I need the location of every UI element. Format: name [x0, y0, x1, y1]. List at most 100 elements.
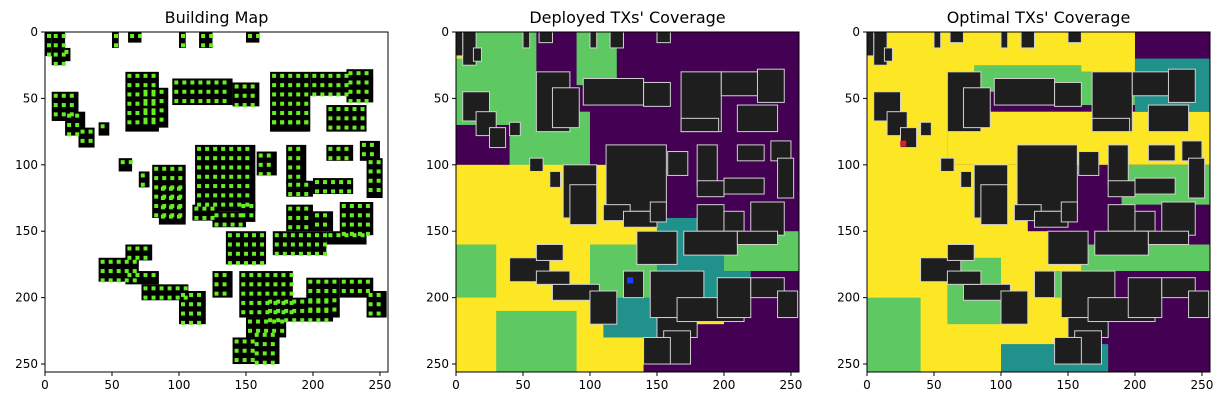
tx-candidate-point [365, 203, 370, 208]
tx-candidate-point [201, 43, 206, 48]
tx-candidate-point [296, 174, 301, 179]
tx-candidate-point [160, 214, 165, 219]
tx-candidate-point [227, 242, 232, 247]
tx-candidate-point [132, 259, 137, 264]
tx-candidate-point [288, 165, 293, 170]
y-tick-label: 250 [837, 357, 860, 371]
tx-candidate-point [197, 292, 202, 297]
tx-candidate-point [316, 279, 321, 284]
building [98, 122, 110, 136]
tx-candidate-point [214, 291, 219, 296]
building [1033, 270, 1056, 299]
tx-candidate-point [197, 146, 202, 151]
tx-candidate-point [320, 73, 325, 78]
tx-candidate-point [256, 328, 261, 333]
tx-candidate-point [324, 307, 329, 312]
tx-candidate-point [198, 99, 203, 104]
building [756, 68, 785, 103]
tx-candidate-point [61, 33, 66, 38]
tx-candidate-point [357, 222, 362, 227]
x-tick-label: 100 [168, 378, 191, 392]
tx-candidate-point [254, 332, 259, 337]
tx-candidate-point [314, 233, 319, 238]
tx-candidate-point [274, 251, 279, 256]
tx-candidate-point [314, 180, 319, 185]
tx-candidate-point [182, 80, 187, 85]
tx-candidate-point [67, 113, 72, 118]
building [716, 277, 752, 319]
tx-candidate-point [213, 202, 218, 207]
building [750, 277, 785, 299]
tx-candidate-point [151, 111, 156, 116]
tx-candidate-point [243, 242, 248, 247]
tx-candidate-point [273, 310, 278, 315]
tx-candidate-point [214, 282, 219, 287]
tx-candidate-point [264, 319, 269, 324]
tx-candidate-point [298, 233, 303, 238]
tx-candidate-point [262, 332, 267, 337]
tx-candidate-point [234, 84, 239, 89]
building [1147, 144, 1176, 162]
building [195, 144, 256, 212]
tx-candidate-point [245, 202, 250, 207]
building [1078, 151, 1100, 176]
tx-candidate-point [336, 146, 341, 151]
building [622, 270, 645, 299]
tx-candidate-point [124, 278, 129, 283]
tx-candidate-point [241, 300, 246, 305]
tx-candidate-point [135, 246, 140, 251]
tx-candidate-point [328, 83, 333, 88]
tx-candidate-point [241, 273, 246, 278]
tx-candidate-point [360, 233, 365, 238]
tx-candidate-point [61, 93, 66, 98]
tx-candidate-point [376, 292, 381, 297]
tx-candidate-point [127, 255, 132, 260]
tx-candidate-point [205, 156, 210, 161]
tx-candidate-point [272, 73, 277, 78]
tx-candidate-point [252, 261, 257, 266]
tx-candidate-point [284, 299, 289, 304]
tx-candidate-point [260, 242, 265, 247]
tx-candidate-point [245, 146, 250, 151]
tx-candidate-point [252, 251, 257, 256]
tx-candidate-point [114, 33, 119, 38]
tx-candidate-point [268, 299, 273, 304]
tx-candidate-point [281, 273, 286, 278]
tx-candidate-point [344, 83, 349, 88]
tx-candidate-point [194, 215, 199, 220]
tx-candidate-point [194, 206, 199, 211]
tx-candidate-point [266, 153, 271, 158]
tx-candidate-point [323, 251, 328, 256]
building [128, 32, 142, 43]
tx-candidate-point [197, 184, 202, 189]
tx-candidate-point [344, 156, 349, 161]
building [933, 32, 942, 49]
tx-marker [627, 277, 634, 284]
tx-candidate-point [344, 107, 349, 112]
tx-candidate-point [127, 120, 132, 125]
building [245, 32, 260, 43]
tx-candidate-point [140, 173, 145, 178]
x-tick-label: 200 [713, 378, 736, 392]
tx-candidate-point [296, 192, 301, 197]
tx-candidate-point [154, 194, 159, 199]
tx-candidate-point [292, 308, 297, 313]
tx-candidate-point [241, 213, 246, 218]
building [589, 290, 618, 325]
tx-candidate-point [181, 302, 186, 307]
tx-candidate-point [210, 206, 215, 211]
y-tick-label: 150 [426, 224, 449, 238]
tx-candidate-point [332, 288, 337, 293]
tx-candidate-point [324, 279, 329, 284]
tx-candidate-point [61, 61, 66, 66]
tx-candidate-point [250, 358, 255, 363]
tx-candidate-point [135, 101, 140, 106]
tx-candidate-point [341, 213, 346, 218]
tx-candidate-point [249, 213, 254, 218]
tx-candidate-point [243, 251, 248, 256]
building [1147, 104, 1190, 133]
building [643, 81, 671, 107]
tx-candidate-point [143, 83, 148, 88]
tx-candidate-point [288, 174, 293, 179]
tx-candidate-point [237, 146, 242, 151]
